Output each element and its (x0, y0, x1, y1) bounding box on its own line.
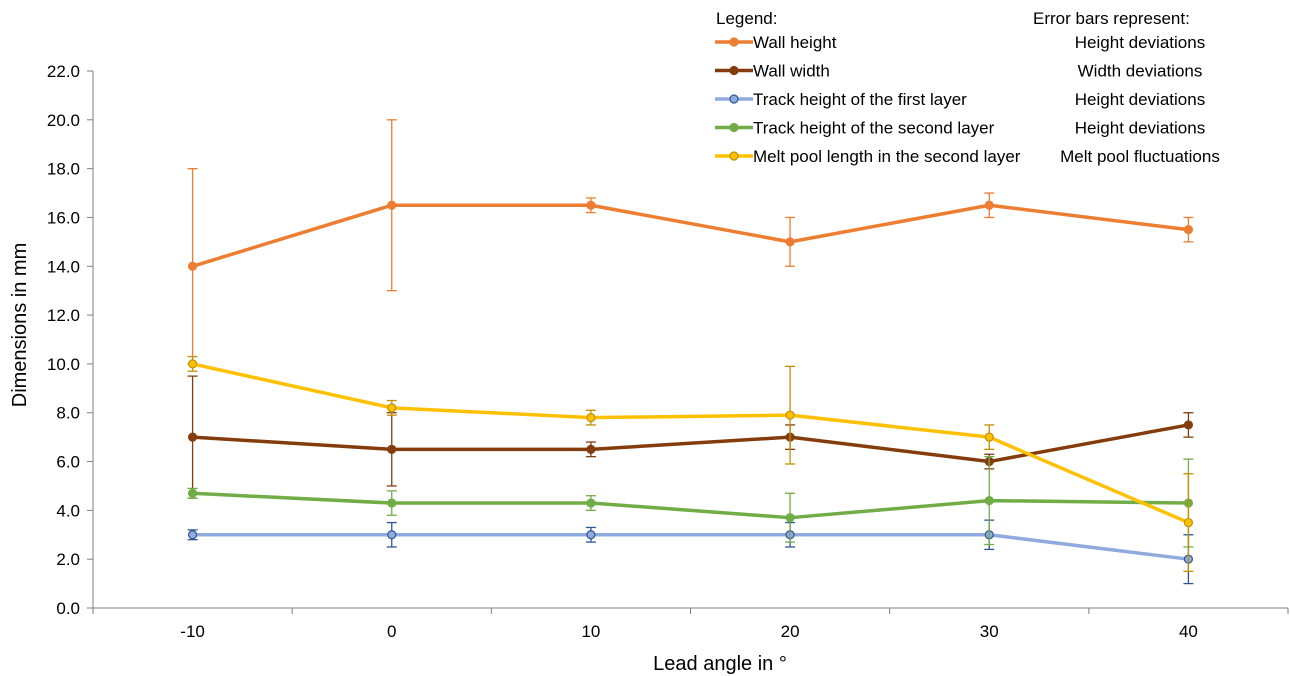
data-point (187, 432, 198, 442)
legend-label: Wall height (753, 33, 837, 52)
y-tick-label: 12.0 (47, 306, 80, 325)
y-tick-label: 20.0 (47, 111, 80, 130)
series-3 (187, 519, 1194, 585)
data-point (1183, 420, 1194, 430)
data-point (387, 530, 397, 540)
legend-item: Track height of the first layer Height de… (715, 90, 1205, 109)
legend-label: Track height of the first layer (753, 90, 967, 109)
data-point (586, 200, 596, 210)
y-tick-label: 22.0 (47, 62, 80, 81)
axes: 0.0 2.0 4.0 6.0 8.0 10.0 12.0 14.0 16.0 18.0 20.0 2… (47, 62, 1289, 641)
y-tick-label: 18.0 (47, 160, 80, 179)
y-tick-label: 8.0 (56, 404, 80, 423)
data-point (785, 410, 795, 420)
legend-swatch-marker (729, 94, 739, 104)
data-point (586, 444, 596, 454)
legend-label: Melt pool length in the second layer (753, 147, 1021, 166)
data-point (1183, 517, 1194, 528)
series-5 (187, 355, 1194, 573)
x-tick-label: 20 (781, 622, 800, 641)
legend-error-label: Melt pool fluctuations (1060, 147, 1220, 166)
legend-error-label: Height deviations (1075, 119, 1205, 138)
series-line (192, 203, 1189, 268)
legend-label: Track height of the second layer (753, 119, 995, 138)
series-line (192, 362, 1190, 525)
y-axis-title: Dimensions in mm (9, 243, 31, 407)
y-tick-label: 6.0 (56, 453, 80, 472)
legend-item: Melt pool length in the second layer Melt… (715, 147, 1220, 166)
y-tick-label: 2.0 (56, 550, 80, 569)
x-tick-label: 40 (1179, 622, 1198, 641)
data-point (984, 200, 994, 210)
y-tick-label: 14.0 (47, 257, 80, 276)
data-point (187, 261, 198, 271)
data-point (586, 413, 596, 423)
series-1 (187, 119, 1194, 365)
legend-item: Track height of the second layer Height d… (715, 119, 1205, 138)
data-point (387, 403, 397, 413)
data-point (785, 513, 795, 523)
legend-error-label: Height deviations (1075, 33, 1205, 52)
data-point (1183, 225, 1194, 235)
data-point (586, 498, 596, 508)
legend-swatch-marker (729, 65, 739, 76)
x-axis-title: Lead angle in ° (653, 653, 787, 675)
legend-title: Legend: (716, 9, 777, 28)
y-tick-label: 16.0 (47, 208, 80, 227)
y-tick-label: 10.0 (47, 355, 80, 374)
legend-item: Wall width Width deviations (715, 62, 1202, 81)
data-point (586, 530, 596, 540)
series-layer (187, 119, 1194, 585)
x-tick-label: 10 (581, 622, 600, 641)
y-tick-label: 0.0 (56, 599, 80, 618)
legend-label: Wall width (753, 62, 830, 81)
x-tick-label: -10 (180, 622, 205, 641)
series-2 (187, 375, 1194, 499)
series-line (192, 491, 1189, 520)
legend-item: Wall height Height deviations (715, 33, 1205, 52)
data-point (387, 200, 397, 210)
series-line (192, 423, 1189, 464)
legend-error-label: Height deviations (1075, 90, 1205, 109)
data-point (387, 444, 397, 454)
data-point (187, 359, 198, 369)
series-line (192, 533, 1189, 561)
x-tick-label: 0 (387, 622, 396, 641)
legend: Legend: Error bars represent: Wall height H… (715, 9, 1220, 166)
y-tick-label: 4.0 (56, 501, 80, 520)
legend-swatch-marker (729, 151, 739, 161)
legend-swatch-marker (729, 37, 739, 47)
data-point (984, 432, 994, 442)
x-tick-label: 30 (980, 622, 999, 641)
error-bars-title: Error bars represent: (1033, 9, 1190, 28)
data-point (187, 488, 198, 498)
legend-error-label: Width deviations (1078, 62, 1203, 81)
legend-swatch-marker (729, 122, 739, 133)
data-point (785, 237, 795, 247)
data-point (387, 498, 397, 508)
data-point (187, 530, 198, 540)
data-point (984, 496, 994, 506)
